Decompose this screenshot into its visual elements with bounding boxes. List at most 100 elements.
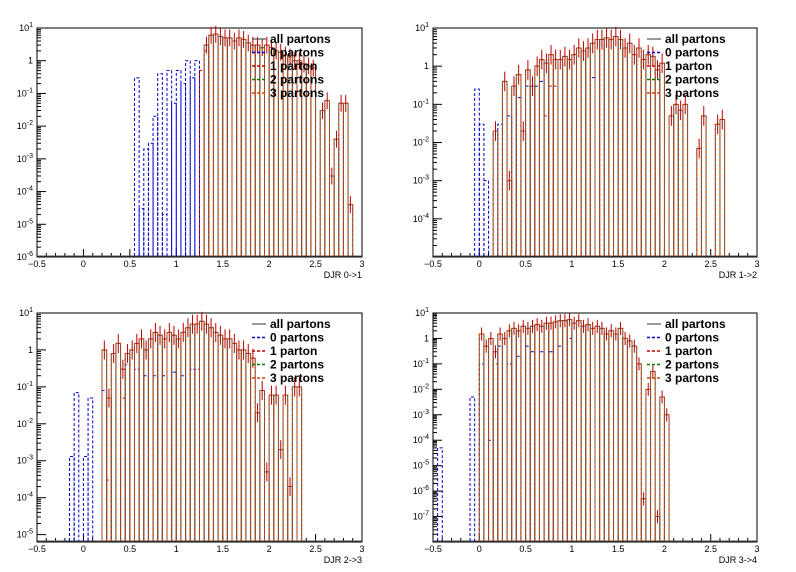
three-partons-bin xyxy=(222,37,228,256)
all-partons-bin xyxy=(599,327,605,541)
legend-label: 3 partons xyxy=(270,86,324,100)
three-partons-bin xyxy=(185,327,191,541)
three-partons-bin xyxy=(654,69,661,256)
all-partons-bin xyxy=(622,337,628,541)
all-partons-bin xyxy=(250,44,256,256)
three-partons-bin xyxy=(622,337,628,541)
y-tick-label: 10-4 xyxy=(413,213,429,224)
three-partons-bin xyxy=(240,38,247,256)
all-partons-bin xyxy=(212,33,219,256)
x-tick-label: 0.5 xyxy=(124,259,137,269)
three-partons-bin xyxy=(529,325,536,541)
all-partons-bin xyxy=(631,345,638,541)
y-tick-label: 101 xyxy=(415,307,429,318)
three-partons-bin xyxy=(538,58,545,256)
all-partons-bin xyxy=(594,325,601,541)
histogram-pad-djr-0-1: −0.5 0 0.5 1 1.5 2 2.5 3 101 1 10-1 10-2 10-3 10-4 10-… xyxy=(17,22,365,280)
all-partons-bin xyxy=(673,103,679,256)
three-partons-bin xyxy=(194,323,200,541)
zero-partons-series-bin xyxy=(478,123,485,256)
all-partons-bin xyxy=(497,333,503,541)
all-partons-bin xyxy=(520,325,527,541)
zero-partons-series-bin xyxy=(171,102,177,256)
x-tick-label: 2.5 xyxy=(704,544,717,554)
three-partons-bin xyxy=(575,47,582,256)
zero-partons-series-bin xyxy=(185,60,191,256)
y-tick-label: 10-3 xyxy=(17,153,33,164)
three-partons-bin xyxy=(636,363,642,541)
zero-partons-series-bin xyxy=(124,364,131,541)
y-tick-label: 101 xyxy=(19,22,33,33)
zero-partons-series-bin xyxy=(515,355,522,541)
all-partons-bin xyxy=(626,340,633,541)
y-axis-ticks xyxy=(433,27,442,258)
three-partons-bin xyxy=(324,100,330,256)
zero-partons-series-bin xyxy=(166,70,173,256)
zero-partons-series-bin xyxy=(538,351,545,541)
all-partons-bin xyxy=(659,62,665,256)
all-partons-bin xyxy=(194,323,200,541)
zero-partons-series-bin xyxy=(147,142,154,256)
all-partons-bin xyxy=(203,44,210,256)
all-partons-bin xyxy=(682,103,689,256)
three-partons-bin xyxy=(580,50,587,256)
three-partons-bin xyxy=(208,34,214,256)
x-axis-title: DJR 3->4 xyxy=(719,555,757,565)
all-partons-bin xyxy=(557,320,564,541)
three-partons-bin xyxy=(129,349,135,541)
all-partons-bin xyxy=(617,38,624,256)
y-tick-label: 1 xyxy=(28,345,33,355)
three-partons-bin xyxy=(677,109,684,256)
three-partons-bin xyxy=(719,119,726,256)
histogram-pad-djr-3-4: −0.5 0 0.5 1 1.5 2 2.5 3 101 1 10-1 10-2 10-3 10-4 10-… xyxy=(413,307,760,565)
three-partons-bin xyxy=(264,471,270,541)
x-tick-label: 3 xyxy=(359,259,364,269)
three-partons-bin xyxy=(291,386,298,541)
three-partons-bin xyxy=(161,338,168,541)
y-tick-label: 10-6 xyxy=(17,251,33,262)
all-partons-bin xyxy=(492,130,499,256)
zero-partons-series-bin xyxy=(143,375,149,541)
legend-label: 3 partons xyxy=(270,371,324,385)
zero-partons-series-bin xyxy=(157,73,163,256)
all-partons-bin xyxy=(552,321,559,541)
x-tick-label: 2 xyxy=(662,544,667,554)
three-partons-bin xyxy=(566,319,573,541)
y-tick-label: 10-3 xyxy=(413,409,429,420)
all-partons-bin xyxy=(571,54,577,256)
three-partons-bin xyxy=(608,330,615,541)
zero-partons-series-bin xyxy=(73,392,80,541)
x-tick-label: −0.5 xyxy=(28,259,46,269)
three-partons-bin xyxy=(254,412,261,541)
three-partons-bin xyxy=(492,130,499,256)
all-partons-bin xyxy=(650,55,656,256)
y-tick-label: 10-2 xyxy=(17,418,33,429)
three-partons-bin xyxy=(543,62,550,256)
x-tick-label: 2.5 xyxy=(309,544,322,554)
three-partons-bin xyxy=(101,349,108,541)
three-partons-bin xyxy=(115,342,122,541)
three-partons-bin xyxy=(124,353,131,541)
all-partons-bin xyxy=(580,50,587,256)
zero-partons-series-bin xyxy=(529,351,536,541)
all-partons-bin xyxy=(231,342,238,541)
zero-partons-series-bin xyxy=(175,70,182,256)
three-partons-bin xyxy=(120,368,126,541)
three-partons-bin xyxy=(143,349,149,541)
x-tick-label: 1.5 xyxy=(216,544,229,554)
all-partons-bin xyxy=(152,331,159,541)
all-partons-bin xyxy=(324,100,330,256)
three-partons-bin xyxy=(157,334,163,541)
one-parton-series-bin xyxy=(552,85,559,256)
zero-partons-series-bin xyxy=(189,77,196,256)
histogram-pad-djr-1-2: −0.5 0 0.5 1 1.5 2 2.5 3 101 1 10-1 10-2 10-3 10-4 DJR… xyxy=(413,22,760,280)
three-partons-bin xyxy=(603,37,610,256)
all-partons-bin xyxy=(603,333,610,541)
three-partons-bin xyxy=(268,394,275,541)
x-tick-label: 1.5 xyxy=(612,544,625,554)
all-partons-bin xyxy=(511,327,517,541)
one-parton-series-bin xyxy=(548,85,554,256)
all-partons-series xyxy=(203,25,354,256)
x-tick-label: 0.5 xyxy=(519,259,532,269)
all-partons-bin xyxy=(185,327,191,541)
